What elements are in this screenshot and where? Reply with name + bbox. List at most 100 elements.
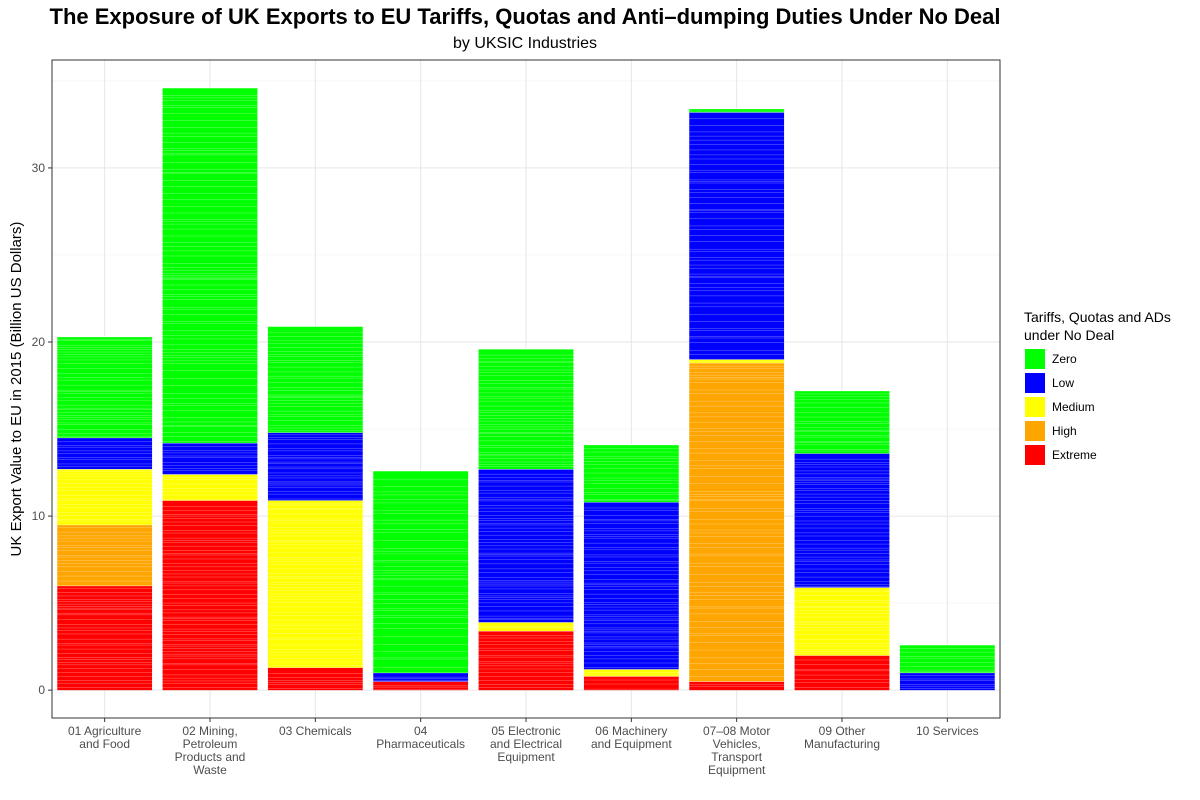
bar-segment-zero: [373, 470, 469, 673]
bar-segment-low: [373, 672, 469, 682]
bar-segment-low: [162, 442, 258, 475]
legend-label: Medium: [1052, 400, 1095, 414]
x-tick-label: 02 Mining, Petroleum Products and Waste: [175, 724, 246, 777]
bar-segment-extreme: [373, 681, 469, 691]
bar-segment-low: [583, 501, 679, 670]
bar-segment-fill: [583, 502, 679, 670]
legend-label: Low: [1052, 376, 1075, 390]
bar-segment-extreme: [583, 675, 679, 691]
legend-items: Zero Low Medium High Extreme: [1024, 347, 1200, 467]
x-tick-label: 04 Pharmaceuticals: [376, 724, 465, 751]
x-tick-label-line: Transport: [711, 750, 763, 764]
x-tick-label-line: and Electrical: [490, 737, 562, 751]
bar-segment-low: [478, 468, 574, 623]
x-tick-label: 03 Chemicals: [279, 724, 352, 738]
legend-swatch: [1024, 444, 1046, 466]
legend-item-low: Low: [1024, 371, 1200, 395]
bar-segment-extreme: [162, 500, 258, 691]
bar-segment-fill: [689, 681, 785, 691]
bar-segment-fill: [267, 326, 363, 433]
bar-segment-extreme: [267, 667, 363, 691]
bar-segment-fill: [57, 585, 153, 691]
x-tick-label-line: Manufacturing: [804, 737, 880, 751]
x-tick-label-line: 03 Chemicals: [279, 724, 352, 738]
bar-segment-zero: [162, 87, 258, 443]
bar-segment-zero: [57, 336, 153, 438]
legend-title: Tariffs, Quotas and ADs under No Deal: [1024, 309, 1171, 343]
x-tick-label-line: and Food: [79, 737, 130, 751]
x-tick-label: 06 Machinery and Equipment: [591, 724, 672, 751]
x-tick-label-line: Equipment: [497, 750, 555, 764]
bar-segment-fill: [689, 362, 785, 682]
bar-segment-fill: [478, 622, 574, 631]
bar-segment-fill: [689, 108, 785, 113]
bar-segment-extreme: [478, 630, 574, 691]
bar-segment-zero: [583, 444, 679, 503]
bar-segment-fill: [162, 500, 258, 691]
legend-item-zero: Zero: [1024, 347, 1200, 371]
legend-label: Extreme: [1052, 448, 1097, 462]
bar-segment-fill: [794, 453, 890, 588]
legend-label: High: [1052, 424, 1077, 438]
bar-segment-zero: [794, 390, 890, 454]
bar-segment-medium: [689, 359, 785, 363]
bar-segment-fill: [267, 432, 363, 501]
bar-segment-extreme: [689, 681, 785, 691]
x-tick-label-line: Equipment: [708, 763, 766, 777]
x-tick-label-line: 05 Electronic: [491, 724, 560, 738]
x-tick-label-line: Vehicles,: [713, 737, 761, 751]
x-tick-label: 01 Agriculture and Food: [68, 724, 142, 751]
x-tick-label-line: Petroleum: [183, 737, 238, 751]
bar-segment-low: [267, 432, 363, 501]
y-tick-label: 20: [32, 335, 46, 349]
x-tick-label: 07–08 Motor Vehicles, Transport Equipment: [703, 724, 770, 777]
bar-segment-medium: [162, 473, 258, 501]
x-tick-label-line: 10 Services: [916, 724, 979, 738]
bar-segment-low: [689, 111, 785, 360]
bar-segment-fill: [57, 524, 153, 586]
bar-segment-high: [57, 524, 153, 586]
x-tick-label-line: 09 Other: [819, 724, 866, 738]
bar-segment-fill: [794, 390, 890, 454]
bar-segment-medium: [478, 621, 574, 631]
x-tick-label-line: 07–08 Motor: [703, 724, 770, 738]
x-tick-label-line: 02 Mining,: [182, 724, 237, 738]
x-tick-label: 10 Services: [916, 724, 979, 738]
bar-segment-fill: [478, 348, 574, 470]
bar-segment-fill: [899, 644, 995, 673]
x-tick-label-line: 04: [414, 724, 428, 738]
y-tick-label: 0: [38, 683, 45, 697]
bar-segment-fill: [373, 470, 469, 673]
legend: Tariffs, Quotas and ADs under No Deal Ze…: [1024, 308, 1200, 467]
bar-segment-fill: [267, 667, 363, 691]
bar-segment-extreme: [794, 654, 890, 691]
bar-segment-fill: [583, 669, 679, 677]
legend-swatch: [1024, 348, 1046, 370]
bar-segment-zero: [267, 325, 363, 433]
bar-segment-zero: [899, 644, 995, 673]
bar-segment-fill: [267, 500, 363, 668]
bar-segment-fill: [583, 676, 679, 691]
legend-swatch: [1024, 396, 1046, 418]
legend-item-medium: Medium: [1024, 395, 1200, 419]
y-axis-title: UK Export Value to EU in 2015 (Billion U…: [8, 222, 25, 557]
x-tick-label: 05 Electronic and Electrical Equipment: [490, 724, 562, 764]
x-tick-label-line: and Equipment: [591, 737, 672, 751]
bar-segment-fill: [57, 336, 153, 438]
chart-subtitle: by UKSIC Industries: [452, 35, 598, 52]
bar-segment-fill: [899, 672, 995, 691]
bar-segment-low: [57, 437, 153, 470]
y-tick-label: 30: [32, 161, 46, 175]
bar-segment-low: [794, 453, 890, 588]
bar-segment-extreme: [57, 585, 153, 691]
legend-swatch: [1024, 372, 1046, 394]
x-tick-label-line: Waste: [193, 763, 227, 777]
bar-segment-fill: [57, 469, 153, 525]
legend-item-high: High: [1024, 419, 1200, 443]
bar-segment-zero: [689, 108, 785, 113]
bar-segment-low: [899, 672, 995, 691]
legend-label: Zero: [1052, 352, 1077, 366]
bar-segment-high: [689, 362, 785, 682]
legend-item-extreme: Extreme: [1024, 443, 1200, 467]
